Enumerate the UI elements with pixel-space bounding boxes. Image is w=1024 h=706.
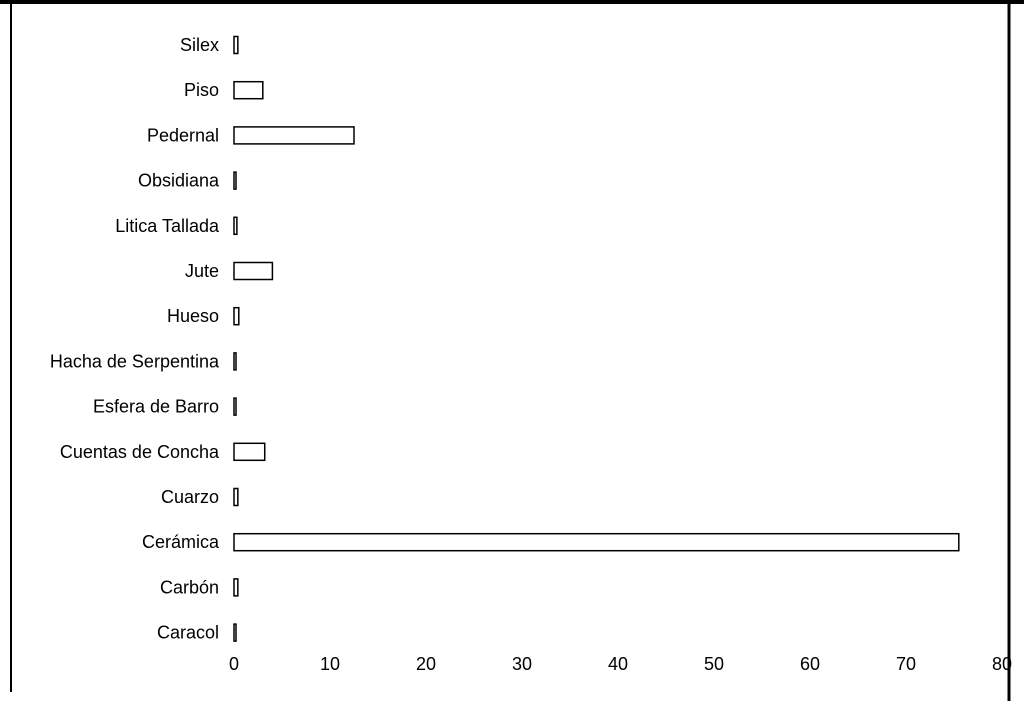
category-labels: Silex Piso Pedernal Obsidiana Litica Tallada…: [50, 35, 220, 643]
bar-cuarzo: [233, 487, 239, 507]
bar-obsidiana: [233, 171, 237, 190]
x-tick-label-40: 40: [608, 654, 628, 674]
category-label-obsidiana: Obsidiana: [138, 171, 220, 191]
x-tick-label-60: 60: [800, 654, 820, 674]
category-label-caracol: Caracol: [157, 623, 219, 643]
bar-esfera-de-barro: [233, 397, 237, 416]
category-label-piso: Piso: [184, 80, 219, 100]
bar-hacha-de-serpentina: [233, 352, 237, 371]
bar-ceramica: [233, 532, 960, 552]
bar-silex: [233, 35, 239, 55]
category-label-esfera-de-barro: Esfera de Barro: [93, 397, 219, 417]
category-label-cuentas-de-concha: Cuentas de Concha: [60, 442, 220, 462]
category-label-silex: Silex: [180, 35, 219, 55]
x-tick-label-10: 10: [320, 654, 340, 674]
bar-caracol: [233, 623, 237, 642]
category-label-pedernal: Pedernal: [147, 125, 219, 145]
category-label-ceramica: Cerámica: [142, 532, 220, 552]
bars: [233, 35, 960, 642]
category-label-hueso: Hueso: [167, 306, 219, 326]
bar-carbon: [233, 578, 239, 597]
x-tick-label-20: 20: [416, 654, 436, 674]
x-tick-label-0: 0: [229, 654, 239, 674]
x-tick-label-70: 70: [896, 654, 916, 674]
category-label-carbon: Carbón: [160, 577, 219, 597]
x-tick-labels: 0 10 20 30 40 50 60 70 80: [229, 654, 1012, 674]
bar-piso: [233, 80, 264, 100]
category-label-jute: Jute: [185, 261, 219, 281]
bar-pedernal: [233, 126, 355, 145]
bar-litica-tallada: [233, 216, 238, 236]
category-label-litica-tallada: Litica Tallada: [115, 216, 220, 236]
x-tick-label-50: 50: [704, 654, 724, 674]
bar-hueso: [233, 306, 240, 326]
x-tick-label-30: 30: [512, 654, 532, 674]
bar-jute: [233, 261, 274, 281]
bar-cuentas-de-concha: [233, 442, 266, 462]
category-label-hacha-de-serpentina: Hacha de Serpentina: [50, 351, 220, 371]
x-tick-label-80: 80: [992, 654, 1012, 674]
category-label-cuarzo: Cuarzo: [161, 487, 219, 507]
